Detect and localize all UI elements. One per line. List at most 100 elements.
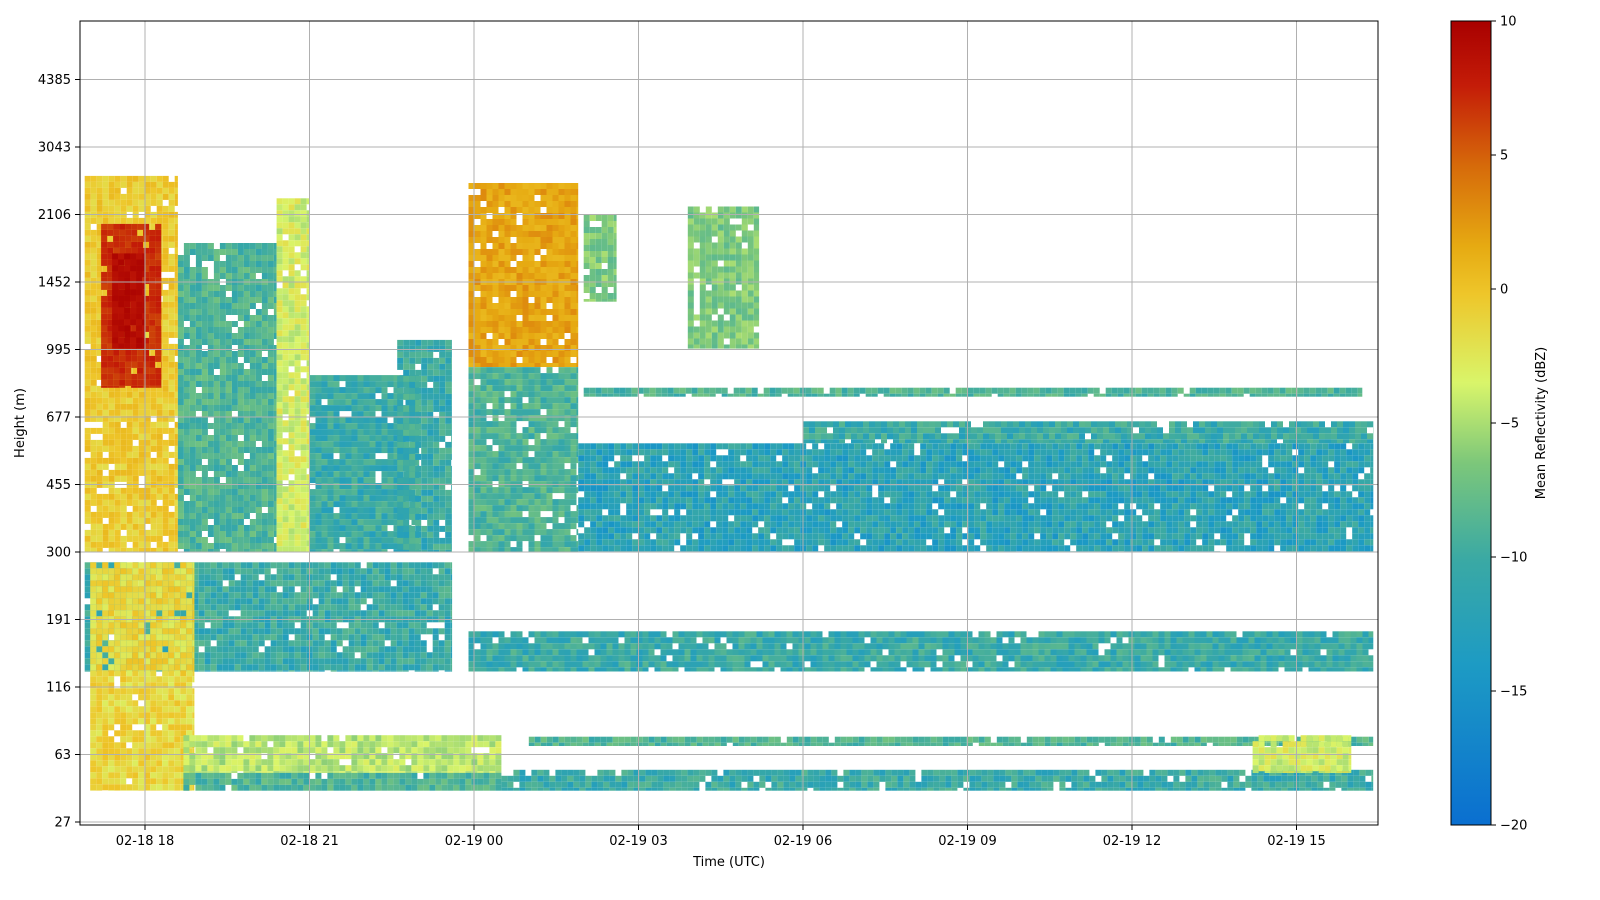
heatmap-cell xyxy=(474,321,481,327)
heatmap-cell xyxy=(747,332,754,339)
heatmap-cell xyxy=(570,487,577,494)
heatmap-cell xyxy=(288,342,295,349)
heatmap-cell xyxy=(474,511,481,518)
heatmap-cell xyxy=(729,308,736,315)
heatmap-cell xyxy=(306,402,310,409)
heatmap-cell xyxy=(369,507,376,514)
heatmap-cell xyxy=(125,355,132,362)
heatmap-cell xyxy=(132,175,139,182)
heatmap-cell xyxy=(570,267,577,273)
heatmap-cell xyxy=(552,303,559,309)
heatmap-cell xyxy=(149,301,156,308)
heatmap-cell xyxy=(576,201,579,207)
heatmap-cell xyxy=(255,309,262,315)
heatmap-cell xyxy=(381,411,388,418)
heatmap-cell xyxy=(345,513,352,520)
heatmap-cell xyxy=(84,517,91,524)
heatmap-cell xyxy=(375,417,382,424)
heatmap-cell xyxy=(255,507,262,513)
heatmap-cell xyxy=(626,479,633,486)
heatmap-cell xyxy=(584,485,591,492)
heatmap-cell xyxy=(632,521,639,528)
heatmap-cell xyxy=(393,507,400,514)
heatmap-cell xyxy=(393,387,400,394)
heatmap-cell xyxy=(189,315,196,321)
heatmap-cell xyxy=(510,415,517,422)
heatmap-cell xyxy=(294,534,301,541)
heatmap-cell xyxy=(90,301,97,308)
heatmap-cell xyxy=(492,225,499,231)
heatmap-cell xyxy=(120,391,127,398)
heatmap-cell xyxy=(195,399,202,405)
heatmap-cell xyxy=(516,243,523,249)
heatmap-cell xyxy=(96,253,103,260)
heatmap-cell xyxy=(119,247,126,254)
heatmap-cell xyxy=(237,243,244,249)
heatmap-cell xyxy=(498,463,505,470)
heatmap-cell xyxy=(237,417,244,423)
heatmap-cell xyxy=(614,497,621,504)
heatmap-cell xyxy=(486,541,493,548)
heatmap-cell xyxy=(608,491,615,498)
heatmap-cell xyxy=(570,475,577,482)
heatmap-cell xyxy=(243,321,250,327)
heatmap-cell xyxy=(174,529,178,536)
heatmap-cell xyxy=(486,297,493,303)
heatmap-cell xyxy=(162,445,169,452)
heatmap-cell xyxy=(687,230,694,237)
heatmap-cell xyxy=(101,259,108,266)
heatmap-cell xyxy=(162,397,169,404)
heatmap-cell xyxy=(534,511,541,518)
heatmap-cell xyxy=(528,201,535,207)
heatmap-cell xyxy=(255,261,262,267)
heatmap-cell xyxy=(409,483,416,490)
heatmap-cell xyxy=(282,312,289,319)
heatmap-cell xyxy=(516,261,523,267)
heatmap-cell xyxy=(576,397,579,404)
heatmap-cell xyxy=(552,285,559,291)
heatmap-cell xyxy=(687,206,694,213)
heatmap-cell xyxy=(168,229,175,236)
heatmap-cell xyxy=(276,468,283,475)
heatmap-cell xyxy=(504,379,511,386)
heatmap-cell xyxy=(558,373,565,380)
heatmap-cell xyxy=(620,467,627,474)
heatmap-cell xyxy=(300,216,307,223)
heatmap-cell xyxy=(351,381,358,388)
heatmap-cell xyxy=(480,493,487,500)
heatmap-cell xyxy=(273,417,277,423)
heatmap-cell xyxy=(381,483,388,490)
heatmap-cell xyxy=(498,547,505,552)
heatmap-cell xyxy=(522,415,529,422)
heatmap-cell xyxy=(409,441,416,448)
heatmap-cell xyxy=(177,399,184,405)
heatmap-cell xyxy=(231,549,238,552)
heatmap-cell xyxy=(486,327,493,333)
heatmap-cell xyxy=(273,459,277,465)
heatmap-cell xyxy=(474,201,481,207)
heatmap-cell xyxy=(576,379,579,386)
heatmap-cell xyxy=(315,471,322,478)
heatmap-cell xyxy=(717,272,724,279)
heatmap-cell xyxy=(393,441,400,448)
heatmap-cell xyxy=(351,453,358,460)
heatmap-cell xyxy=(162,373,169,380)
heatmap-cell xyxy=(102,181,109,188)
heatmap-cell xyxy=(415,399,422,406)
heatmap-cell xyxy=(468,345,475,351)
heatmap-cell xyxy=(138,433,145,440)
heatmap-cell xyxy=(468,327,475,333)
heatmap-cell xyxy=(601,299,608,302)
heatmap-cell xyxy=(267,525,274,531)
heatmap-cell xyxy=(273,297,277,303)
heatmap-cell xyxy=(136,253,143,260)
heatmap-cell xyxy=(596,479,603,486)
heatmap-cell xyxy=(534,189,541,195)
heatmap-cell xyxy=(267,249,274,255)
heatmap-cell xyxy=(546,541,553,548)
heatmap-cell xyxy=(213,459,220,465)
heatmap-cell xyxy=(510,267,517,273)
heatmap-cell xyxy=(255,345,262,351)
heatmap-cell xyxy=(540,439,547,446)
heatmap-cell xyxy=(492,333,499,339)
